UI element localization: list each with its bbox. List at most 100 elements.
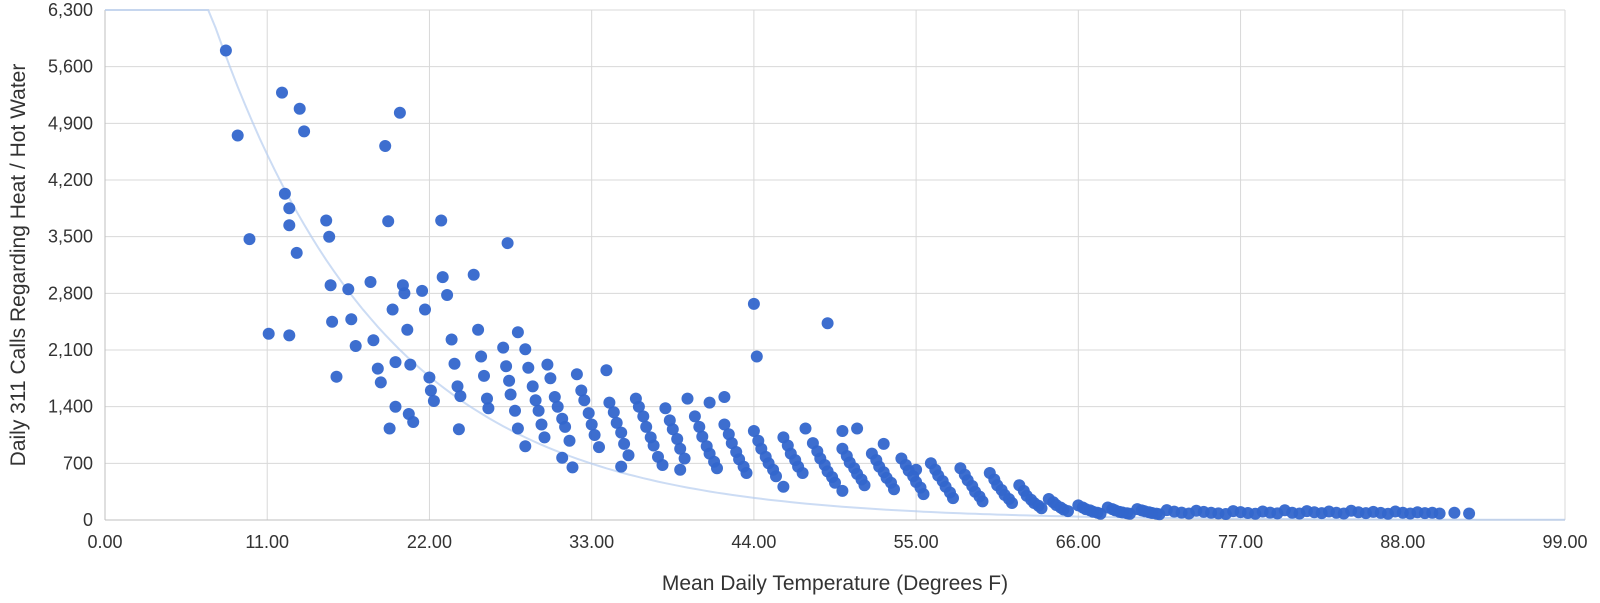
data-point [797, 467, 809, 479]
data-point [600, 364, 612, 376]
y-tick-label: 700 [63, 453, 93, 473]
data-point [836, 425, 848, 437]
data-point [512, 423, 524, 435]
data-point [244, 233, 256, 245]
data-point [441, 289, 453, 301]
data-point [512, 326, 524, 338]
data-point [918, 488, 930, 500]
data-point [836, 485, 848, 497]
data-point [556, 452, 568, 464]
data-point [454, 390, 466, 402]
data-point [350, 340, 362, 352]
data-point [822, 317, 834, 329]
data-point [323, 231, 335, 243]
data-point [770, 470, 782, 482]
data-point [589, 429, 601, 441]
data-point [657, 459, 669, 471]
trendline [105, 10, 1565, 520]
y-axis-label: Daily 311 Calls Regarding Heat / Hot Wat… [7, 64, 30, 467]
data-point [578, 394, 590, 406]
data-point [571, 368, 583, 380]
data-point [375, 376, 387, 388]
data-point [475, 351, 487, 363]
data-point [1006, 497, 1018, 509]
trendline-path [105, 10, 1565, 520]
data-point [390, 356, 402, 368]
data-point [468, 269, 480, 281]
data-point [394, 107, 406, 119]
data-point [564, 435, 576, 447]
data-point [367, 334, 379, 346]
data-point [851, 423, 863, 435]
data-point [718, 391, 730, 403]
data-point [586, 419, 598, 431]
data-point [623, 449, 635, 461]
data-point [326, 316, 338, 328]
data-point [283, 219, 295, 231]
data-point [741, 467, 753, 479]
data-point [453, 423, 465, 435]
data-point [401, 324, 413, 336]
data-point [390, 401, 402, 413]
data-point [379, 140, 391, 152]
data-point [615, 461, 627, 473]
data-point [1463, 508, 1475, 520]
y-tick-label: 0 [83, 510, 93, 530]
data-point [544, 372, 556, 384]
data-point [497, 342, 509, 354]
data-point [425, 385, 437, 397]
data-point [298, 125, 310, 137]
data-point [527, 380, 539, 392]
data-point [1448, 507, 1460, 519]
y-tick-label: 6,300 [48, 0, 93, 20]
data-point [777, 481, 789, 493]
data-point [539, 431, 551, 443]
data-point [232, 130, 244, 142]
y-tick-label: 1,400 [48, 397, 93, 417]
data-point [283, 329, 295, 341]
data-point [472, 324, 484, 336]
data-point [559, 421, 571, 433]
data-point [682, 393, 694, 405]
data-point [648, 440, 660, 452]
data-point [220, 45, 232, 57]
x-tick-label: 33.00 [569, 532, 614, 552]
data-point [1434, 508, 1446, 520]
data-point [449, 358, 461, 370]
x-tick-label: 77.00 [1218, 532, 1263, 552]
data-point [977, 495, 989, 507]
data-point [423, 372, 435, 384]
data-point [482, 402, 494, 414]
x-tick-label: 11.00 [245, 532, 289, 552]
y-tick-label: 2,100 [48, 340, 93, 360]
data-point [704, 397, 716, 409]
data-point [435, 215, 447, 227]
data-point [404, 359, 416, 371]
data-point [509, 405, 521, 417]
data-point [618, 438, 630, 450]
data-point [689, 410, 701, 422]
x-tick-label: 0.00 [87, 532, 122, 552]
data-point [419, 304, 431, 316]
data-point [859, 479, 871, 491]
data-point [567, 461, 579, 473]
data-point [711, 462, 723, 474]
data-point [748, 298, 760, 310]
x-axis-ticks: 0.0011.0022.0033.0044.0055.0066.0077.008… [87, 532, 1587, 552]
data-point [505, 389, 517, 401]
data-point [325, 279, 337, 291]
x-tick-label: 22.00 [407, 532, 452, 552]
y-axis-ticks: 07001,4002,1002,8003,5004,2004,9005,6006… [48, 0, 93, 530]
data-point [751, 351, 763, 363]
data-point [416, 285, 428, 297]
data-point [500, 360, 512, 372]
data-point [331, 371, 343, 383]
data-point [320, 215, 332, 227]
data-point [640, 421, 652, 433]
data-point [947, 492, 959, 504]
data-point [279, 188, 291, 200]
data-point [502, 237, 514, 249]
data-point [398, 287, 410, 299]
scatter-chart: Daily 311 Calls Regarding Heat / Hot Wat… [0, 0, 1600, 603]
data-point [679, 453, 691, 465]
